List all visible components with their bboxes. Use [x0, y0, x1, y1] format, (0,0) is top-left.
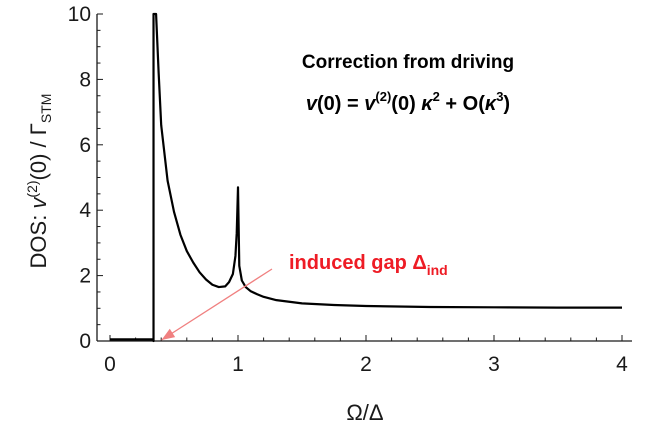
x-tick-label: 3 — [488, 353, 500, 376]
annotation-title: Correction from driving — [302, 52, 514, 73]
y-tick-label: 0 — [79, 330, 91, 353]
y-tick-label: 10 — [68, 3, 91, 26]
dos-curve — [110, 12, 622, 343]
x-ticks: 0 1 2 3 4 — [104, 335, 628, 376]
induced-gap-label: induced gap Δind — [289, 252, 448, 278]
annotation-equation: v(0) = v(2)(0) κ2 + O(κ3) — [306, 89, 510, 115]
y-tick-label: 4 — [79, 199, 91, 222]
y-ticks: 0 2 4 6 8 10 — [68, 3, 103, 353]
x-axis-title: Ω/Δ — [346, 400, 384, 425]
series-group — [110, 12, 622, 343]
x-tick-label: 1 — [232, 353, 244, 376]
y-tick-label: 8 — [79, 68, 91, 91]
x-tick-label: 4 — [616, 353, 628, 376]
gap-arrowhead-icon — [161, 328, 176, 340]
gap-arrow — [161, 268, 273, 341]
y-axis-title: DOS: v(2)(0) / ΓSTM — [24, 94, 54, 269]
y-tick-label: 6 — [79, 134, 91, 157]
x-tick-label: 2 — [360, 353, 372, 376]
y-tick-label: 2 — [79, 265, 91, 288]
x-tick-label: 0 — [104, 353, 116, 376]
